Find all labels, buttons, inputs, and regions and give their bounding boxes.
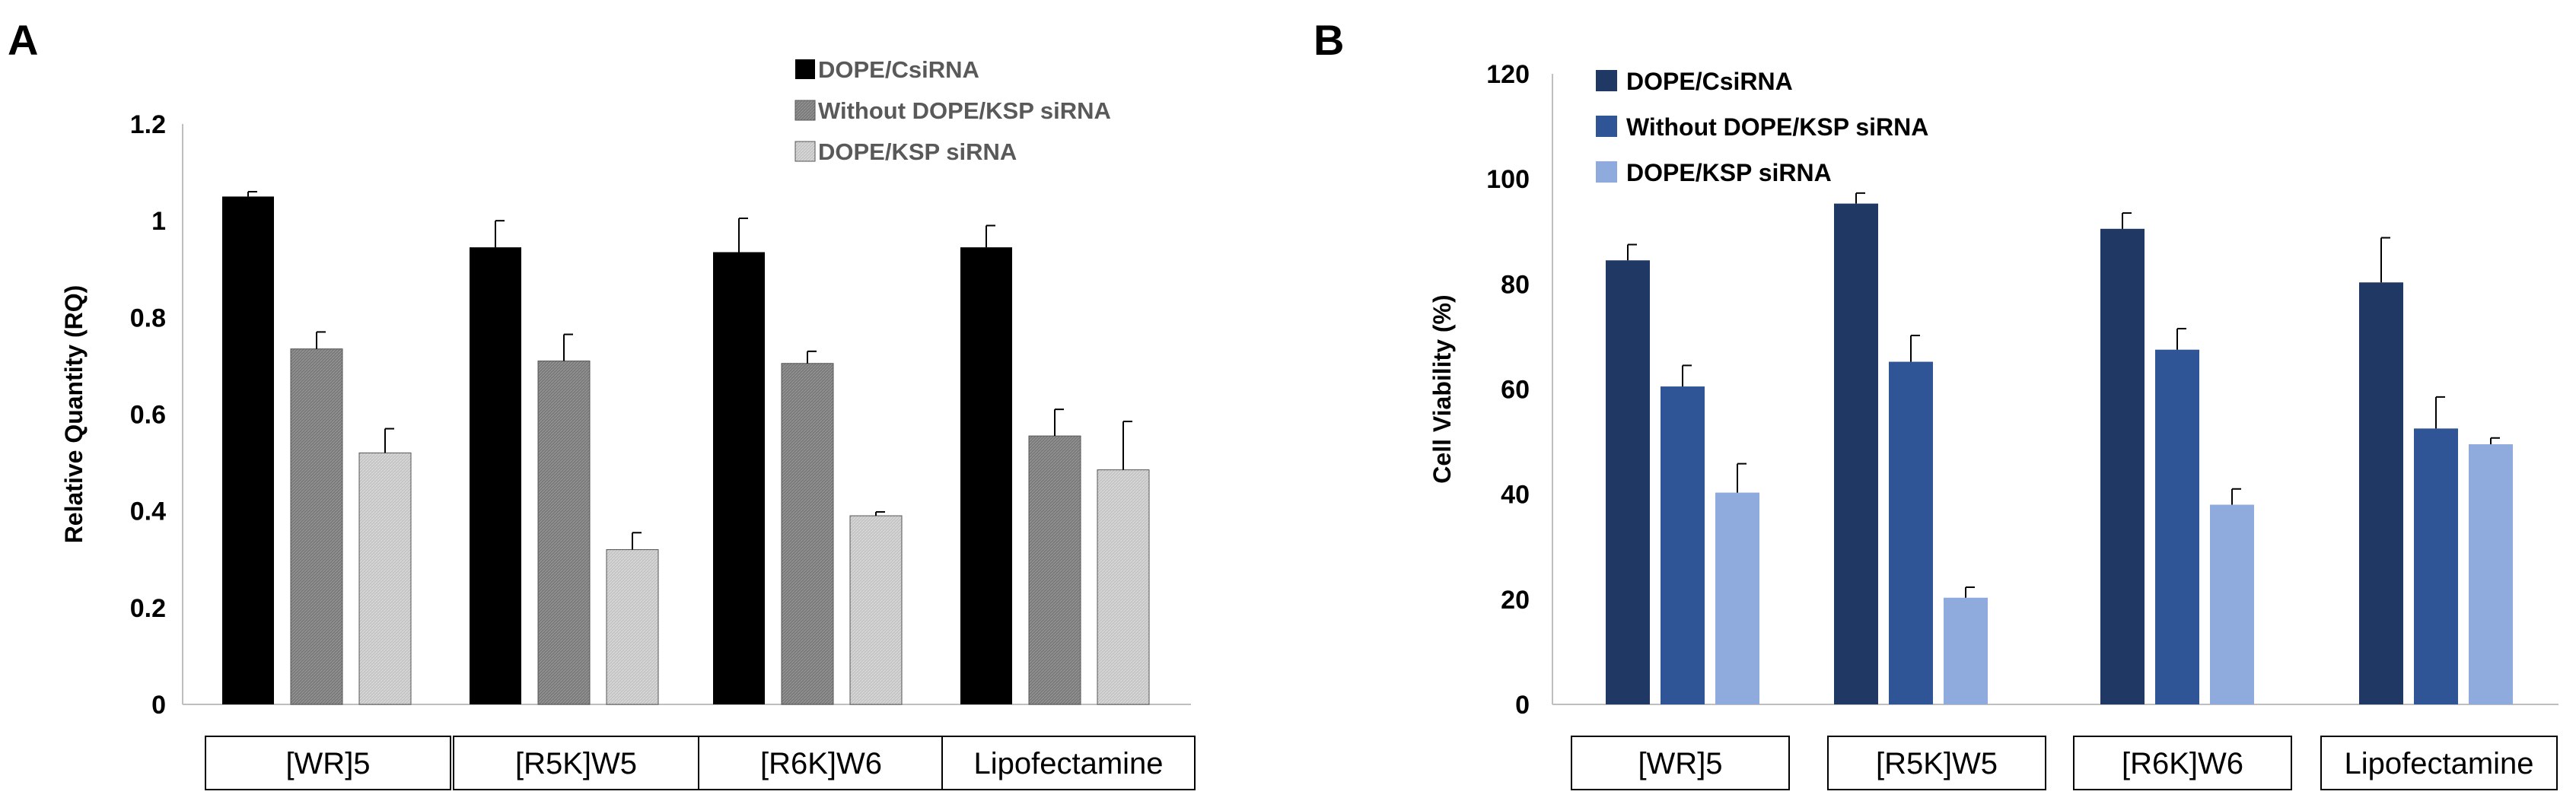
legend-label: DOPE/KSP siRNA bbox=[818, 138, 1017, 165]
bar bbox=[1889, 361, 1933, 704]
legend-swatch bbox=[1596, 116, 1617, 137]
legend-label: DOPE/CsiRNA bbox=[818, 56, 979, 83]
y-tick-label: 1.2 bbox=[130, 110, 166, 139]
category-box bbox=[205, 736, 451, 790]
bar bbox=[1028, 435, 1081, 705]
y-tick-label: 0.6 bbox=[130, 401, 166, 430]
bar bbox=[2210, 504, 2254, 704]
bar bbox=[2359, 282, 2403, 704]
category-label: [R5K]W5 bbox=[515, 747, 637, 780]
legend-swatch bbox=[794, 141, 816, 162]
category-label: [WR]5 bbox=[285, 747, 370, 780]
category-label: [R6K]W6 bbox=[760, 747, 882, 780]
panel-label: B bbox=[1313, 16, 1344, 64]
category-label: [WR]5 bbox=[1638, 747, 1722, 780]
y-tick-label: 0 bbox=[1515, 691, 1530, 720]
legend-swatch bbox=[1596, 161, 1617, 183]
chart-panel-b: B 0 20 40 60 80 100 120 Cell Viability (%) [WR]5 [… bbox=[1313, 16, 2558, 790]
bar bbox=[1097, 469, 1150, 705]
y-tick-label: 20 bbox=[1501, 586, 1530, 615]
legend-swatch bbox=[794, 100, 816, 121]
category-box bbox=[2320, 736, 2558, 790]
bar bbox=[2469, 444, 2513, 704]
bar bbox=[2155, 349, 2199, 704]
chart-panel-a: A 0 0.2 0.4 0.6 0.8 1 1.2 Relative Quantity (RQ)… bbox=[8, 16, 1196, 790]
y-tick-label: 0.4 bbox=[130, 497, 166, 526]
bar bbox=[222, 196, 274, 704]
category-label: [R5K]W5 bbox=[1876, 747, 1998, 780]
bar bbox=[1834, 203, 1878, 704]
bar bbox=[713, 252, 765, 704]
category-box bbox=[698, 736, 944, 790]
legend-label: DOPE/CsiRNA bbox=[1626, 68, 1793, 95]
bar bbox=[849, 515, 903, 705]
y-tick-label: 100 bbox=[1486, 165, 1530, 194]
y-tick-label: 0.8 bbox=[130, 304, 166, 332]
y-tick-label: 1 bbox=[151, 207, 166, 236]
y-tick-label: 0 bbox=[151, 691, 166, 720]
bar bbox=[606, 549, 659, 705]
bar bbox=[290, 348, 343, 705]
bar bbox=[960, 247, 1012, 704]
legend-label: Without DOPE/KSP siRNA bbox=[818, 97, 1111, 124]
legend-label: DOPE/KSP siRNA bbox=[1626, 159, 1832, 186]
bar bbox=[781, 363, 834, 705]
y-tick-label: 60 bbox=[1501, 376, 1530, 405]
category-box bbox=[2073, 736, 2292, 790]
bar bbox=[537, 361, 591, 705]
bar bbox=[2414, 428, 2458, 704]
bar bbox=[470, 247, 521, 704]
category-box bbox=[941, 736, 1196, 790]
y-tick-label: 80 bbox=[1501, 270, 1530, 299]
bar bbox=[1715, 492, 1759, 704]
legend-swatch bbox=[795, 59, 815, 79]
y-axis-title: Relative Quantity (RQ) bbox=[60, 285, 88, 544]
legend-label: Without DOPE/KSP siRNA bbox=[1626, 113, 1928, 141]
category-label: Lipofectamine bbox=[2344, 747, 2533, 780]
category-label: Lipofectamine bbox=[973, 747, 1163, 780]
category-box bbox=[1571, 736, 1790, 790]
panel-label: A bbox=[8, 16, 38, 64]
bar bbox=[1661, 386, 1705, 704]
bar bbox=[358, 452, 412, 705]
bar bbox=[1606, 260, 1650, 704]
y-tick-label: 40 bbox=[1501, 481, 1530, 510]
y-tick-label: 0.2 bbox=[130, 594, 166, 623]
legend-swatch bbox=[1596, 70, 1617, 91]
category-box bbox=[1827, 736, 2046, 790]
y-axis-title: Cell Viability (%) bbox=[1428, 294, 1456, 483]
y-tick-label: 120 bbox=[1486, 60, 1530, 89]
bar bbox=[2100, 228, 2145, 704]
bar bbox=[1944, 597, 1988, 704]
category-label: [R6K]W6 bbox=[2122, 747, 2243, 780]
